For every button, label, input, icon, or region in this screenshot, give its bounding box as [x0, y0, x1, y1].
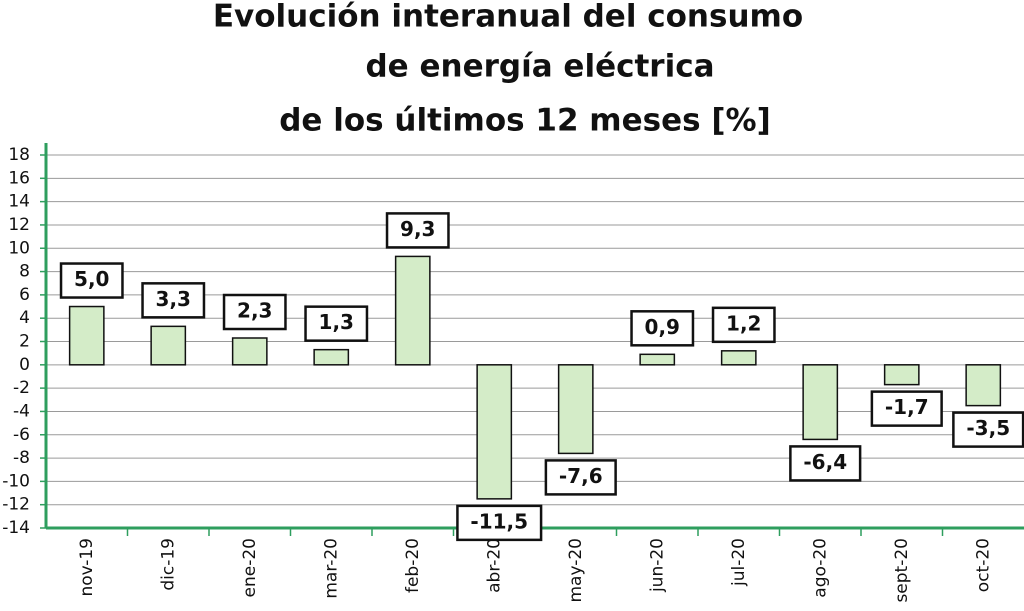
y-tick-label: 0: [19, 355, 30, 375]
data-label-box: [385, 212, 450, 249]
data-label: 9,3: [400, 217, 435, 241]
bar: [150, 325, 187, 366]
y-tick-label: 12: [8, 215, 30, 235]
y-tick-label: 18: [8, 145, 30, 165]
bar: [68, 305, 105, 366]
data-label-box: [870, 390, 943, 427]
x-tick-label: mar-20: [321, 538, 341, 599]
y-tick-label: 2: [19, 332, 30, 352]
bar: [557, 364, 594, 455]
y-tick-label: -10: [2, 471, 30, 491]
bar: [965, 364, 1002, 407]
chart-title: de energía eléctrica: [365, 49, 714, 85]
y-tick-label: -12: [2, 495, 30, 515]
x-tick-label: nov-19: [77, 538, 97, 597]
y-tick-label: 4: [19, 308, 30, 328]
x-tick-label: sept-20: [892, 538, 912, 603]
data-label-box: [711, 306, 776, 344]
x-tick-label: jul-20: [729, 538, 749, 587]
x-tick-label: feb-20: [403, 538, 423, 593]
y-tick-label: -2: [13, 378, 30, 398]
data-label: 3,3: [156, 287, 191, 311]
y-tick-label: 10: [8, 238, 30, 258]
bar: [313, 348, 350, 366]
bar: [231, 337, 268, 366]
bar: [639, 353, 676, 366]
x-tick-label: ago-20: [810, 538, 830, 598]
x-tick-label: ene-20: [240, 538, 260, 597]
data-label: -6,4: [803, 450, 847, 474]
bar: [883, 364, 920, 386]
data-label: 0,9: [645, 315, 680, 339]
data-label: 5,0: [74, 267, 109, 291]
data-label: 2,3: [237, 299, 272, 323]
x-tick-label: oct-20: [973, 538, 993, 592]
chart-title: Evolución interanual del consumo: [213, 0, 803, 35]
data-label-box: [456, 504, 543, 542]
y-tick-label: -4: [13, 401, 30, 421]
data-label-box: [141, 282, 206, 319]
x-tick-label: jun-20: [647, 538, 667, 593]
data-label-box: [952, 411, 1024, 448]
data-label-box: [544, 459, 617, 496]
bar: [476, 364, 513, 500]
data-label-box: [304, 305, 369, 342]
y-tick-label: 8: [19, 262, 30, 282]
bar: [394, 255, 431, 366]
bar: [802, 364, 839, 441]
y-tick-label: 6: [19, 285, 30, 305]
y-tick-label: -14: [2, 518, 30, 538]
data-label-box: [789, 445, 862, 482]
chart-title: de los últimos 12 meses [%]: [279, 103, 771, 139]
data-label-box: [59, 262, 124, 299]
data-label: -1,7: [885, 395, 929, 419]
data-label-box: [630, 310, 695, 347]
data-label: -7,6: [559, 464, 603, 488]
x-tick-label: may-20: [566, 538, 586, 603]
data-label: 1,3: [319, 310, 354, 334]
x-tick-label: abr-20: [484, 538, 504, 593]
y-tick-label: 16: [8, 168, 30, 188]
y-tick-label: -8: [13, 448, 30, 468]
data-label: -11,5: [470, 509, 528, 533]
data-label: 1,2: [726, 311, 761, 335]
y-tick-label: 14: [8, 192, 30, 212]
bar: [720, 350, 757, 366]
y-tick-label: -6: [13, 425, 30, 445]
x-tick-label: dic-19: [158, 538, 178, 591]
data-label-box: [222, 293, 287, 331]
data-label: -3,5: [966, 416, 1010, 440]
